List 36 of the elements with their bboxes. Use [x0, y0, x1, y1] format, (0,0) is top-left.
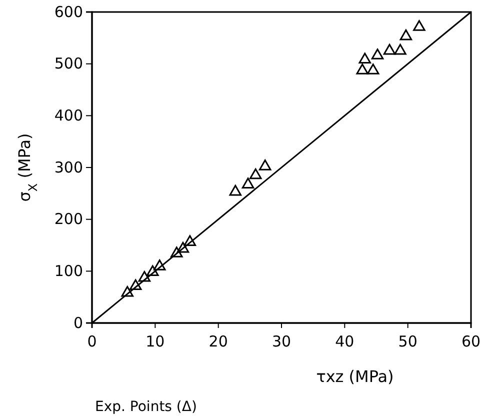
- x-tick-label: 0: [87, 332, 97, 351]
- point: [394, 44, 406, 55]
- y-tick-label: 0: [73, 314, 83, 332]
- point: [258, 160, 272, 170]
- point: [121, 286, 134, 297]
- point: [129, 279, 142, 290]
- x-tick-label: 50: [398, 332, 418, 351]
- point: [153, 260, 166, 270]
- x-tick-label: 20: [208, 332, 228, 351]
- x-tick-label: 30: [272, 332, 292, 351]
- y-tick-label: 500: [54, 54, 83, 73]
- x-tick-label: 40: [335, 332, 354, 351]
- point: [138, 270, 151, 282]
- point: [356, 64, 368, 74]
- x-tick-label: 10: [146, 332, 165, 351]
- point: [383, 44, 396, 55]
- point: [229, 184, 242, 196]
- y-tick-label: 200: [54, 210, 83, 228]
- y-tick-label: 400: [54, 106, 83, 124]
- point: [242, 178, 254, 188]
- x-axis-title: τxz (MPa): [316, 367, 394, 386]
- x-tick-label: 60: [461, 332, 481, 351]
- y-tick-label: 100: [54, 262, 83, 280]
- point: [176, 242, 190, 253]
- point: [170, 246, 183, 258]
- y-tick-label: 300: [54, 158, 83, 176]
- point: [400, 29, 412, 40]
- point: [146, 265, 159, 276]
- point: [358, 52, 372, 64]
- point: [184, 235, 196, 246]
- point: [249, 168, 262, 180]
- text: Exp. Points (Δ): [95, 399, 197, 415]
- point: [413, 20, 426, 31]
- y-tick-label: 600: [54, 2, 83, 21]
- point: [371, 48, 384, 60]
- point: [366, 64, 380, 74]
